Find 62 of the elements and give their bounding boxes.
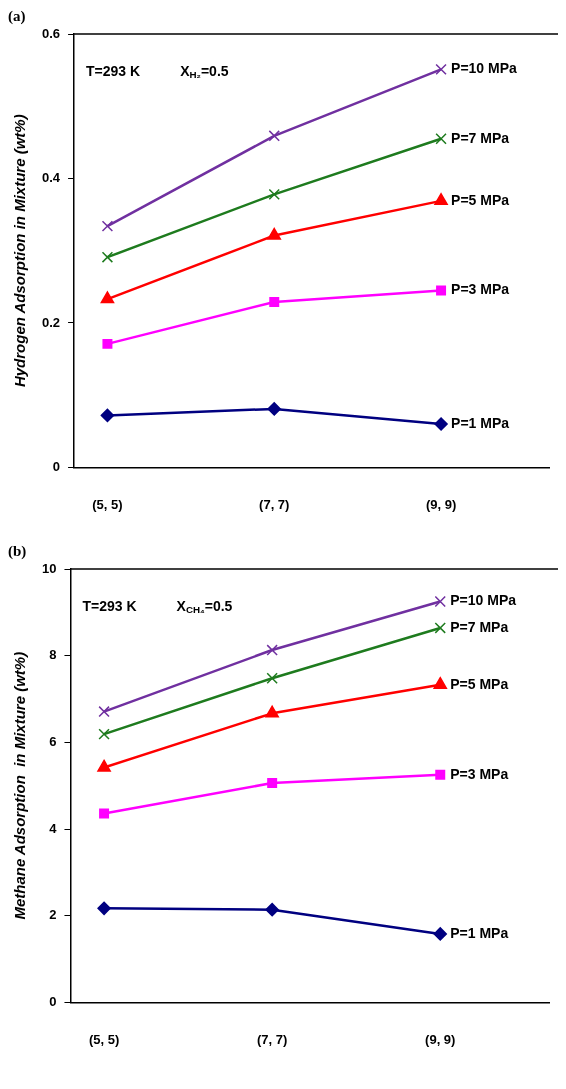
x-tick-label: (9, 9) [425,1031,456,1047]
x-tick-label: (7, 7) [259,496,290,512]
point [98,728,110,740]
annotation: T=293 K [82,597,137,614]
y-tick-label: 0.4 [41,170,61,186]
point [435,769,446,780]
x-tick-label: (9, 9) [425,496,457,512]
point [267,778,278,789]
chart-title: (b) [8,542,27,560]
point [97,759,111,772]
point [266,644,278,656]
point [434,193,448,206]
point [100,291,115,304]
point [436,285,447,296]
point [266,672,278,684]
annotation: T=293 K [86,62,141,79]
point [435,63,447,76]
point [268,188,280,201]
point [265,705,279,718]
x-tick-label: (5, 5) [88,1031,120,1047]
series-label: P=1 MPa [451,414,510,431]
x-tick-label: (5, 5) [92,496,123,512]
point [267,402,281,416]
point [99,808,110,819]
series-label: P=5 MPa [451,191,510,208]
series-label: P=3 MPa [450,765,509,782]
series-label: P=7 MPa [450,618,509,635]
chart-title: (a) [8,7,26,25]
y-axis-title: Methane Adsorption in Mixture (wt%) [11,651,29,920]
y-tick-label: 10 [41,560,57,576]
y-tick-label: 6 [49,733,57,749]
point [268,130,280,142]
y-tick-label: 4 [49,820,58,836]
y-tick-label: 8 [49,647,57,663]
y-tick-label: 2 [49,907,57,923]
point [98,705,110,718]
x-tick-label: (7, 7) [256,1031,288,1047]
series-label: P=3 MPa [451,281,510,298]
point [434,622,446,634]
point [267,227,282,240]
y-tick-label: 0 [52,458,61,474]
point [434,595,446,608]
point [433,927,447,941]
point [269,296,280,307]
y-tick-label: 0.2 [41,314,61,330]
point [102,338,113,349]
y-tick-label: 0.6 [41,25,61,41]
point [100,408,115,423]
point [101,220,114,232]
point [433,676,448,689]
point [434,417,448,431]
series-label: P=10 MPa [451,60,518,77]
series-label: P=7 MPa [451,129,510,146]
point [265,902,279,917]
point [97,901,111,916]
point [435,133,447,145]
y-tick-label: 0 [49,993,57,1009]
series-label: P=10 MPa [450,592,517,609]
point [101,251,114,263]
series-label: P=5 MPa [450,675,509,692]
y-axis-title: Hydrogen Adsorption in Mixture (wt%) [11,114,29,388]
series-label: P=1 MPa [450,924,509,941]
